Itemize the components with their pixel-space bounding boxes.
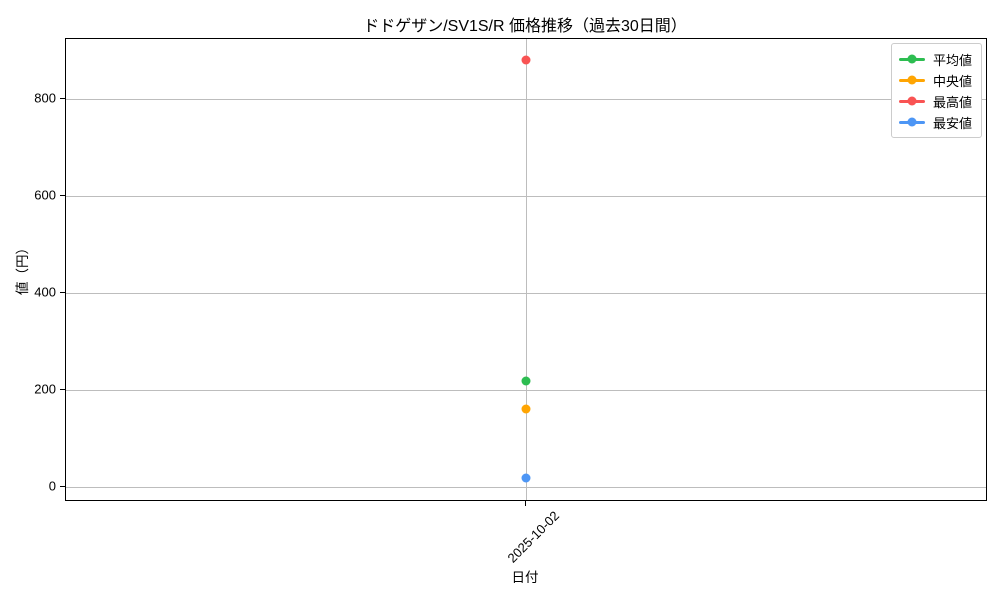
legend-item: 平均値 [898,49,972,69]
legend-item: 中央値 [898,70,972,90]
legend: 平均値中央値最高値最安値 [890,43,982,138]
legend-marker-line [898,117,925,127]
legend-marker-dot [907,54,917,64]
y-tick-mark [60,194,65,196]
y-axis-label: 値（円） [15,241,30,295]
legend-marker-dot [907,96,917,106]
legend-marker-dot [907,75,917,85]
legend-label: 最安値 [932,115,972,131]
legend-marker-line [898,54,925,64]
x-tick-mark [525,501,526,506]
y-tick-mark [60,388,65,390]
y-tick-label: 800 [34,90,56,106]
data-point [521,473,531,483]
legend-marker-dot [907,117,917,127]
legend-item: 最安値 [898,112,972,132]
data-point [521,376,531,386]
legend-label: 平均値 [932,52,972,68]
y-tick-mark [60,485,65,487]
legend-marker-line [898,96,925,106]
y-tick-label: 400 [34,284,56,300]
y-tick-label: 200 [34,381,56,397]
legend-label: 中央値 [932,73,972,89]
legend-marker-line [898,75,925,85]
legend-item: 最高値 [898,91,972,111]
y-tick-mark [60,291,65,293]
data-point [521,404,531,414]
y-tick-mark [60,97,65,99]
legend-label: 最高値 [932,94,972,110]
data-point [521,55,531,65]
x-axis-label: 日付 [511,570,539,585]
chart-title: ドドゲザン/SV1S/R 価格推移（過去30日間） [363,18,687,35]
x-gridline [526,39,527,500]
x-tick-label-text: 2025-10-02 [503,508,562,566]
y-tick-label: 600 [34,187,56,203]
y-tick-label: 0 [48,478,56,494]
plot-area [65,38,987,501]
